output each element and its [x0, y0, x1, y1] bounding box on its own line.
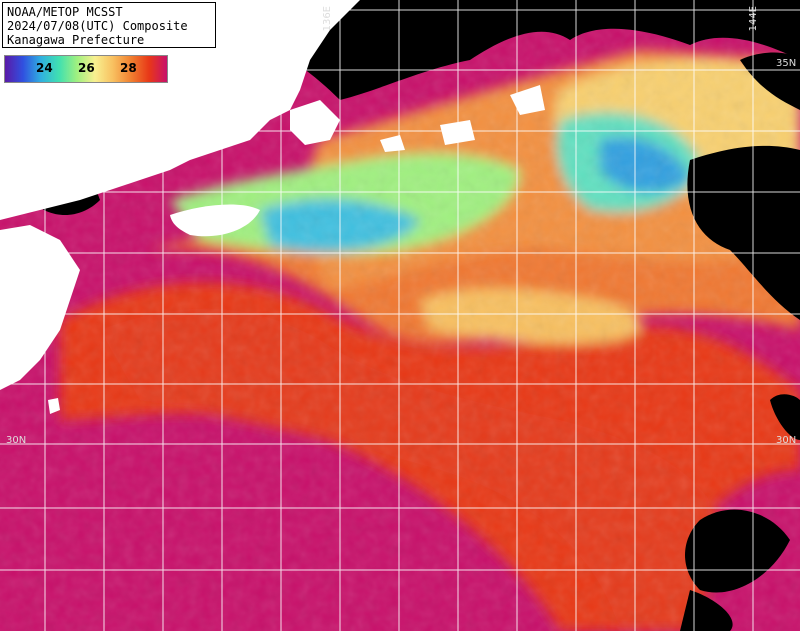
map-header: NOAA/METOP MCSST 2024/07/08(UTC) Composi…: [2, 2, 216, 48]
temperature-colorbar: [4, 55, 168, 83]
colorbar-label-24: 24: [36, 61, 53, 75]
longitude-label-144e: 144E: [748, 6, 759, 32]
colorbar-label-26: 26: [78, 61, 95, 75]
header-line-1: NOAA/METOP MCSST: [7, 5, 123, 19]
latitude-label-30n-left: 30N: [6, 435, 27, 446]
longitude-label-136e: 136E: [322, 6, 333, 32]
header-line-2: 2024/07/08(UTC) Composite: [7, 19, 188, 33]
latitude-label-35n: 35N: [776, 58, 797, 69]
latitude-label-30n-right: 30N: [776, 435, 797, 446]
colorbar-label-28: 28: [120, 61, 137, 75]
header-line-3: Kanagawa Prefecture: [7, 33, 145, 47]
